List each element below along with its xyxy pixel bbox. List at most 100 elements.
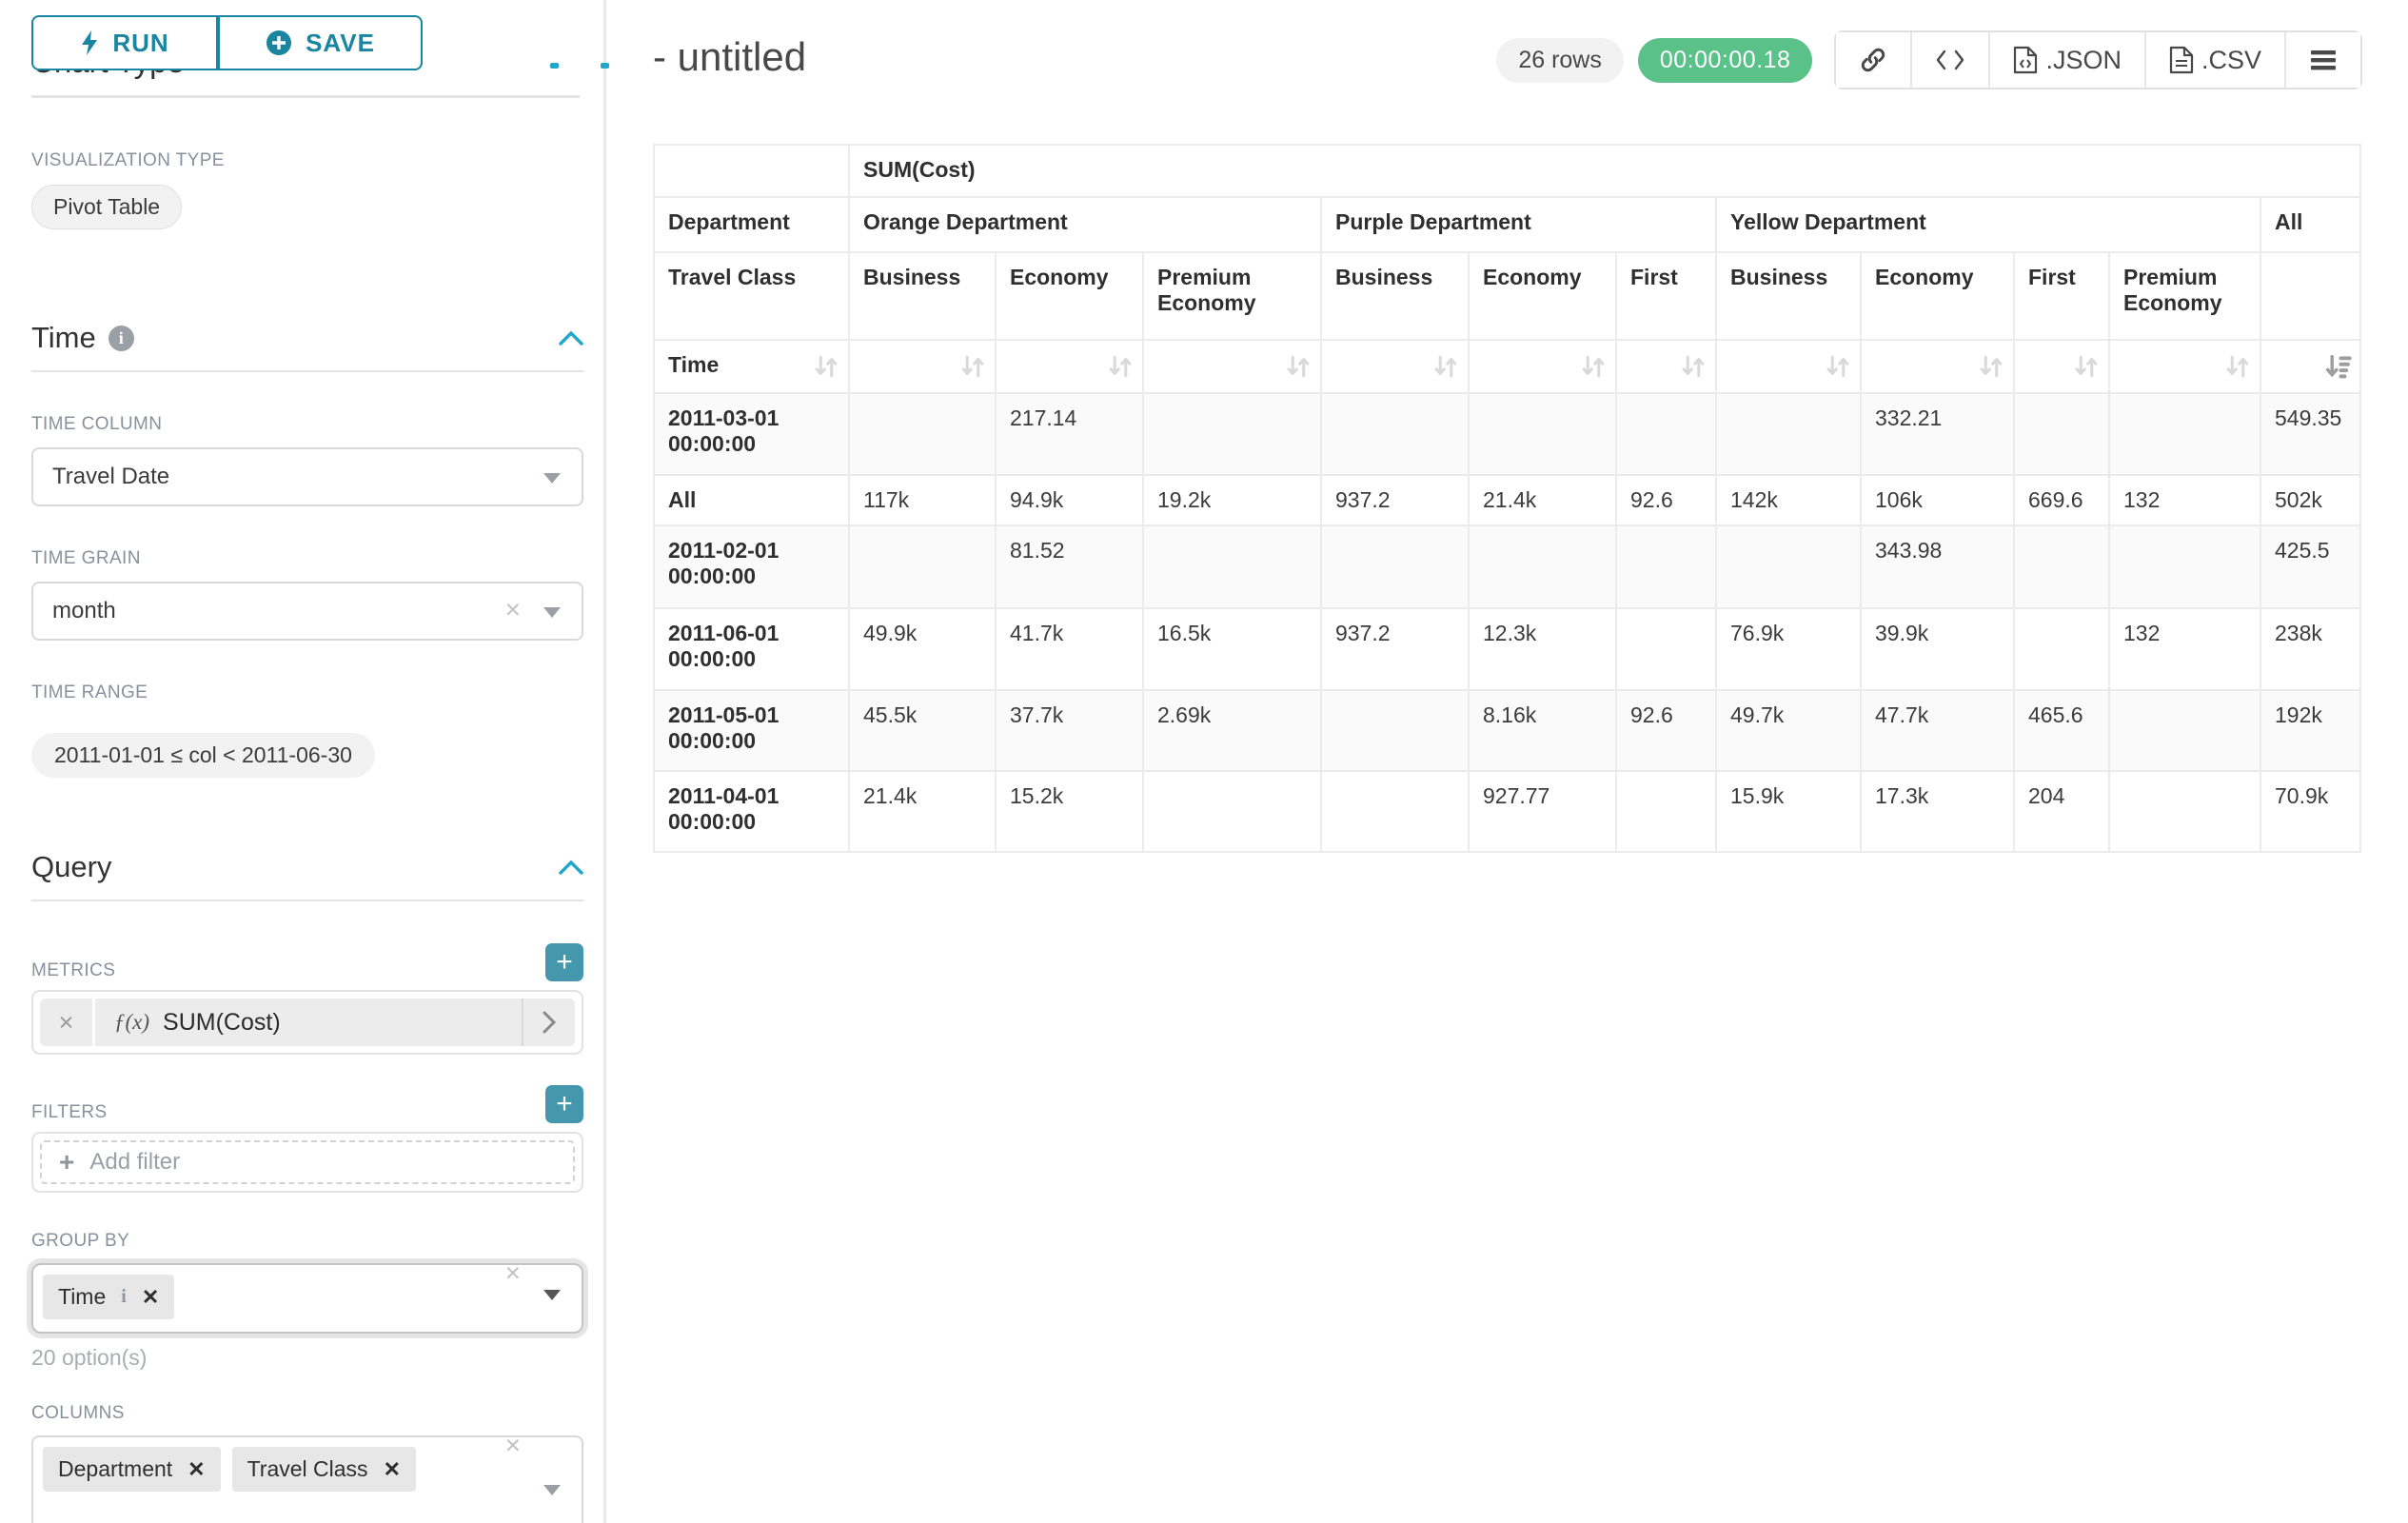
hamburger-icon (2311, 50, 2336, 70)
view-query-button[interactable] (1912, 32, 1991, 88)
column-sort-cell (2259, 339, 2362, 394)
sort-icon[interactable] (1579, 352, 1608, 381)
chevron-up-icon[interactable] (559, 330, 583, 346)
chart-header-actions: 26 rows 00:00:00.18 .JSON .CSV (1496, 30, 2362, 89)
file-text-icon (2169, 46, 2194, 74)
chevron-up-icon[interactable] (559, 860, 583, 876)
run-save-button-group: RUN SAVE (31, 15, 423, 70)
group-by-select[interactable]: Time i ✕ × (31, 1258, 583, 1334)
time-range-value[interactable]: 2011-01-01 ≤ col < 2011-06-30 (31, 733, 375, 778)
sort-icon[interactable] (1284, 352, 1313, 381)
metric-pill[interactable]: × ƒ(x) SUM(Cost) (40, 999, 575, 1046)
query-section-header: Query (31, 850, 583, 884)
share-link-button[interactable] (1836, 32, 1913, 88)
chevron-right-icon[interactable] (522, 999, 575, 1046)
value-cell (1142, 524, 1322, 609)
value-cell: 117k (848, 474, 997, 526)
add-filter-button[interactable]: + (545, 1085, 583, 1123)
value-cell: 70.9k (2259, 770, 2362, 853)
selected-option-tag[interactable]: Department ✕ (43, 1447, 221, 1492)
sort-icon[interactable] (2223, 352, 2252, 381)
value-cell (1320, 392, 1470, 476)
value-cell (2013, 524, 2110, 609)
export-button-group: .JSON .CSV (1834, 30, 2362, 89)
columns-control: COLUMNS Department✕Travel Class✕ × 19 op… (31, 1403, 583, 1523)
caret-down-icon (543, 1290, 561, 1300)
travel-class-header: First (2013, 251, 2110, 341)
remove-metric-icon[interactable]: × (40, 999, 95, 1046)
sort-icon[interactable] (1977, 352, 2005, 381)
time-column-control: TIME COLUMN Travel Date (31, 414, 583, 506)
value-cell: 39.9k (1860, 607, 2015, 691)
remove-tag-icon[interactable]: ✕ (383, 1456, 401, 1481)
travel-class-header: Premium Economy (2108, 251, 2261, 341)
table-row: 2011-05-01 00:00:00 45.5k 37.7k 2.69k 8.16k 9… (653, 689, 2362, 772)
metric-value: SUM(Cost) (163, 1008, 281, 1036)
value-cell (1615, 524, 1717, 609)
sort-icon[interactable] (2072, 352, 2101, 381)
time-grain-select[interactable]: month × (31, 582, 583, 641)
columns-label: COLUMNS (31, 1403, 125, 1423)
export-json-button[interactable]: .JSON (1990, 32, 2146, 88)
value-cell (1142, 392, 1322, 476)
save-button[interactable]: SAVE (218, 15, 423, 70)
column-sort-cell (1468, 339, 1617, 394)
value-cell: 204 (2013, 770, 2110, 853)
sort-icon[interactable] (958, 352, 987, 381)
time-column-value: Travel Date (52, 464, 170, 489)
time-column-label: TIME COLUMN (31, 414, 163, 434)
run-button[interactable]: RUN (31, 15, 218, 70)
value-cell: 41.7k (995, 607, 1144, 691)
function-icon: ƒ(x) (114, 1010, 150, 1034)
caret-down-icon (543, 473, 561, 484)
value-cell: 549.35 (2259, 392, 2362, 476)
time-column-select[interactable]: Travel Date (31, 447, 583, 506)
value-cell (2108, 392, 2261, 476)
travel-class-header: Business (1320, 251, 1470, 341)
add-filter-dropzone[interactable]: + Add filter (40, 1140, 575, 1184)
chart-panel: - untitled 26 rows 00:00:00.18 .JSON (606, 0, 2408, 1523)
menu-button[interactable] (2286, 32, 2360, 88)
selected-option-tag[interactable]: Travel Class ✕ (231, 1447, 416, 1492)
selected-option-tag[interactable]: Time i ✕ (43, 1275, 175, 1319)
clear-icon[interactable]: × (504, 594, 521, 624)
chart-header: - untitled 26 rows 00:00:00.18 .JSON (653, 27, 2408, 89)
chart-type-collapse-icon[interactable] (550, 63, 626, 72)
department-group-header: Purple Department (1320, 196, 1717, 253)
value-cell: 343.98 (1860, 524, 2015, 609)
remove-tag-icon[interactable]: ✕ (188, 1456, 206, 1481)
sort-icon[interactable] (1679, 352, 1707, 381)
link-icon (1862, 48, 1885, 72)
table-row: 2011-02-01 00:00:00 81.52 343.98 425.5 (653, 524, 2362, 609)
clear-icon[interactable]: × (504, 1430, 521, 1460)
sort-icon[interactable] (1431, 352, 1460, 381)
control-panel-header: Chart Type RUN SAVE (31, 0, 609, 114)
row-header-cell: 2011-04-01 00:00:00 (653, 770, 850, 853)
tag-label: Time (58, 1284, 107, 1309)
value-cell (1468, 524, 1617, 609)
column-sort-cell (995, 339, 1144, 394)
department-group-header: Yellow Department (1715, 196, 2261, 253)
row-axis-sort-cell: Time (653, 339, 850, 394)
value-cell: 49.7k (1715, 689, 1862, 772)
value-cell (2108, 524, 2261, 609)
value-cell: 47.7k (1860, 689, 2015, 772)
columns-select[interactable]: Department ✕ Travel Class ✕ × (31, 1431, 583, 1523)
visualization-type-value[interactable]: Pivot Table (31, 185, 183, 229)
value-cell: 37.7k (995, 689, 1144, 772)
remove-tag-icon[interactable]: ✕ (141, 1284, 160, 1309)
add-metric-button[interactable]: + (545, 943, 583, 981)
clear-icon[interactable]: × (504, 1257, 521, 1288)
caret-down-icon (543, 1485, 561, 1495)
sort-icon[interactable] (812, 352, 840, 381)
sort-desc-icon[interactable] (2323, 352, 2352, 381)
export-csv-button[interactable]: .CSV (2145, 32, 2286, 88)
value-cell: 92.6 (1615, 689, 1717, 772)
value-cell: 465.6 (2013, 689, 2110, 772)
divider (31, 370, 583, 372)
lightning-icon (82, 30, 98, 55)
sort-icon[interactable] (1824, 352, 1852, 381)
visualization-type-label: VISUALIZATION TYPE (31, 150, 225, 170)
tag-label: Department (58, 1456, 173, 1481)
sort-icon[interactable] (1106, 352, 1135, 381)
